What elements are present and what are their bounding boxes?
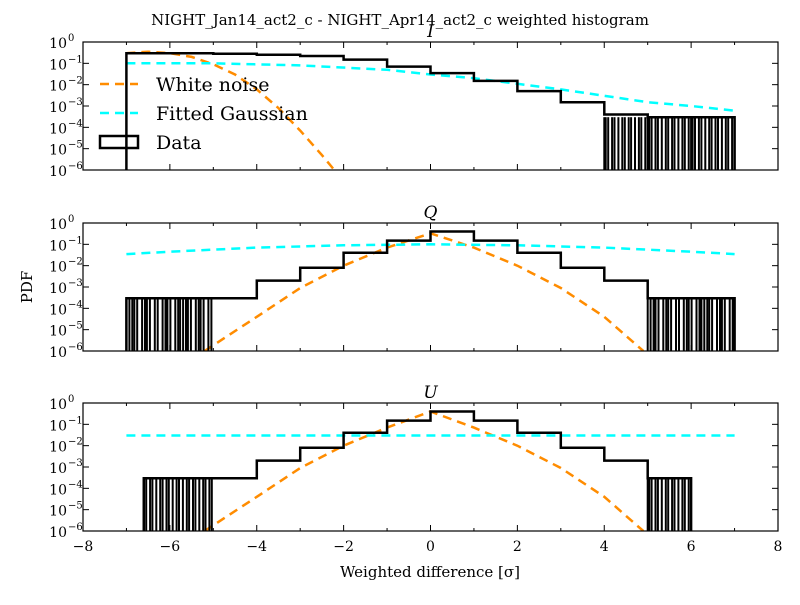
y-tick-label: 10: [49, 302, 67, 318]
y-tick-exponent: −4: [68, 118, 83, 129]
y-tick-label: 10: [49, 345, 67, 361]
y-tick-exponent: −2: [68, 437, 83, 448]
legend-label: Data: [156, 132, 202, 154]
y-tick-label: 10: [49, 418, 67, 434]
y-tick-exponent: −2: [68, 257, 83, 268]
y-tick-label: 10: [49, 100, 67, 116]
y-tick-label: 10: [49, 143, 67, 159]
x-axis-label: Weighted difference [σ]: [340, 563, 520, 581]
series-data: [125, 230, 736, 351]
y-tick-label: 10: [49, 440, 67, 456]
y-tick-exponent: −6: [68, 342, 83, 353]
y-tick-exponent: 0: [68, 214, 74, 225]
series-data: [142, 410, 693, 531]
series-fitted-gaussian: [126, 62, 735, 112]
panel-title: Q: [424, 203, 438, 223]
y-tick-exponent: −4: [68, 479, 83, 490]
y-tick-exponent: −4: [68, 299, 83, 310]
y-tick-label: 10: [49, 260, 67, 276]
legend-swatch-data: [98, 134, 140, 150]
y-tick-exponent: −5: [68, 140, 83, 151]
legend-label: Fitted Gaussian: [156, 103, 308, 125]
y-tick-label: 10: [49, 79, 67, 95]
y-tick-exponent: −5: [68, 321, 83, 332]
y-tick-label: 10: [49, 217, 67, 233]
legend-label: White noise: [156, 74, 270, 96]
y-tick-exponent: −2: [68, 76, 83, 87]
series-white-noise: [203, 410, 645, 531]
x-tick-label: −6: [160, 539, 181, 555]
figure-title: NIGHT_Jan14_act2_c - NIGHT_Apr14_act2_c …: [151, 11, 649, 29]
y-tick-exponent: −1: [68, 235, 83, 246]
y-tick-exponent: −6: [68, 522, 83, 533]
y-tick-exponent: −6: [68, 161, 83, 172]
x-tick-label: 2: [513, 539, 522, 555]
x-tick-label: 8: [774, 539, 783, 555]
y-tick-exponent: −3: [68, 458, 83, 469]
x-tick-label: −2: [333, 539, 354, 555]
y-tick-label: 10: [49, 121, 67, 137]
y-tick-label: 10: [49, 164, 67, 180]
y-tick-exponent: −1: [68, 54, 83, 65]
y-tick-label: 10: [49, 324, 67, 340]
y-tick-label: 10: [49, 281, 67, 297]
series-white-noise: [203, 231, 645, 351]
y-tick-label: 10: [49, 36, 67, 52]
panel-title: U: [423, 383, 438, 403]
x-tick-label: 0: [426, 539, 435, 555]
x-tick-label: −4: [246, 539, 267, 555]
y-tick-exponent: −3: [68, 278, 83, 289]
x-tick-label: 6: [687, 539, 696, 555]
y-tick-label: 10: [49, 461, 67, 477]
panel-title: I: [426, 22, 434, 42]
y-tick-label: 10: [49, 57, 67, 73]
x-tick-label: −8: [73, 539, 94, 555]
y-axis-label: PDF: [18, 271, 36, 304]
y-tick-exponent: −3: [68, 97, 83, 108]
x-tick-label: 4: [600, 539, 609, 555]
y-tick-label: 10: [49, 482, 67, 498]
y-tick-label: 10: [49, 504, 67, 520]
series-data: [125, 51, 736, 170]
y-tick-exponent: −1: [68, 415, 83, 426]
y-tick-label: 10: [49, 397, 67, 413]
y-tick-exponent: 0: [68, 394, 74, 405]
y-tick-label: 10: [49, 525, 67, 541]
series-fitted-gaussian: [126, 243, 735, 256]
legend: White noise Fitted Gaussian Data: [98, 74, 308, 154]
y-tick-label: 10: [49, 238, 67, 254]
y-tick-exponent: 0: [68, 33, 74, 44]
y-tick-exponent: −5: [68, 501, 83, 512]
